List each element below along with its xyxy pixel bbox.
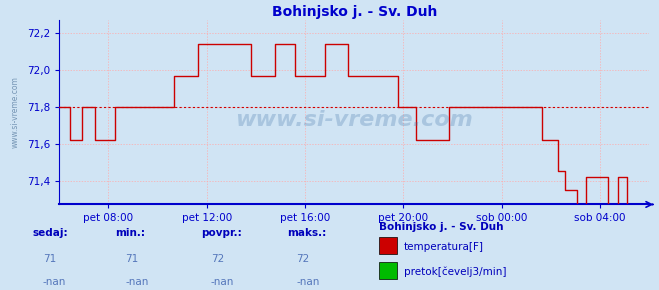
Text: -nan: -nan [125,277,148,287]
Text: min.:: min.: [115,228,146,238]
Text: -nan: -nan [211,277,234,287]
Text: maks.:: maks.: [287,228,326,238]
Text: www.si-vreme.com: www.si-vreme.com [11,77,20,148]
Text: 71: 71 [43,254,56,264]
Text: -nan: -nan [43,277,66,287]
Text: www.si-vreme.com: www.si-vreme.com [235,110,473,130]
Text: povpr.:: povpr.: [201,228,242,238]
Text: sedaj:: sedaj: [33,228,69,238]
Text: temperatura[F]: temperatura[F] [404,242,484,251]
Text: 72: 72 [211,254,224,264]
Title: Bohinjsko j. - Sv. Duh: Bohinjsko j. - Sv. Duh [272,5,437,19]
Text: 71: 71 [125,254,138,264]
Text: -nan: -nan [297,277,320,287]
Text: pretok[čevelj3/min]: pretok[čevelj3/min] [404,267,507,277]
Text: 72: 72 [297,254,310,264]
Text: Bohinjsko j. - Sv. Duh: Bohinjsko j. - Sv. Duh [379,222,503,232]
